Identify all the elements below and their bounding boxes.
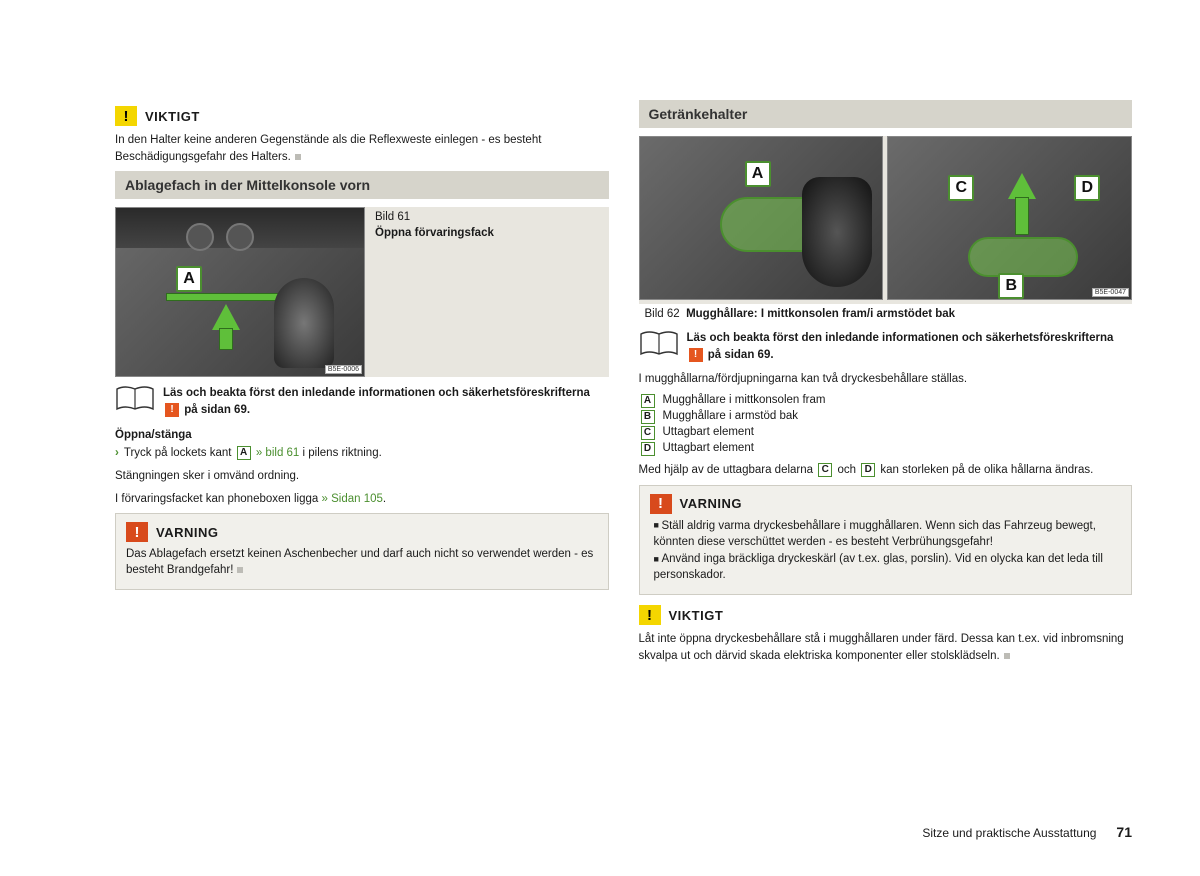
viktigt-title: VIKTIGT <box>145 109 200 124</box>
viktigt-text-right: Låt inte öppna dryckesbehållare stå i mu… <box>639 631 1133 664</box>
viktigt-header-left: ! VIKTIGT <box>115 106 609 126</box>
legend-a-text: Mugghållare i mittkonsolen fram <box>663 394 826 406</box>
caption-text: Öppna förvaringsfack <box>375 227 494 239</box>
warning-red-icon: ! <box>650 494 672 514</box>
end-mark-icon <box>237 567 243 573</box>
adjust-line: Med hjälp av de uttagbara delarna C och … <box>639 462 1133 479</box>
legend-d: DUttagbart element <box>639 442 1133 456</box>
viktigt-body: In den Halter keine anderen Gegenstände … <box>115 134 541 163</box>
step1-pre: Tryck på lockets kant <box>124 447 232 459</box>
step1-post: i pilens riktning. <box>303 447 382 459</box>
footer-chapter: Sitze und praktische Ausstattung <box>922 826 1096 840</box>
bild-61-link[interactable]: » bild 61 <box>256 447 299 459</box>
book-line1: Läs och beakta först den inledande infor… <box>163 387 590 399</box>
exclaim-ref-icon: ! <box>165 403 179 417</box>
sidan-105-link[interactable]: » Sidan 105 <box>322 493 383 505</box>
end-mark-icon <box>1004 653 1010 659</box>
intro-right: I mugghållarna/fördjupningarna kan två d… <box>639 371 1133 388</box>
adjust-mid: och <box>837 464 856 476</box>
legend-list: AMugghållare i mittkonsolen fram BMugghå… <box>639 394 1133 456</box>
arrow-up-icon <box>1008 173 1036 199</box>
warning-yellow-icon: ! <box>639 605 661 625</box>
varning-box-right: ! VARNING Ställ aldrig varma dryckesbehå… <box>639 485 1133 595</box>
ref-box-a: A <box>237 446 251 460</box>
caption-num-62: Bild 62 <box>645 308 680 320</box>
figure-62-photo-right: C D B B5E-0047 <box>887 136 1132 300</box>
ref-box-c-inline: C <box>818 463 832 477</box>
viktigt-header-right: ! VIKTIGT <box>639 605 1133 625</box>
book-line1-right: Läs och beakta först den inledande infor… <box>687 332 1114 344</box>
section-header-right: Getränkehalter <box>639 100 1133 128</box>
book-icon <box>639 330 679 358</box>
image-code-62: B5E-0047 <box>1092 288 1129 297</box>
warning-red-icon: ! <box>126 522 148 542</box>
legend-b-text: Mugghållare i armstöd bak <box>663 410 799 422</box>
figure-62-caption: Bild 62 Mugghållare: I mittkonsolen fram… <box>645 308 1133 320</box>
caption-num: Bild 61 <box>375 211 410 223</box>
legend-a: AMugghållare i mittkonsolen fram <box>639 394 1133 408</box>
varning-bullets: Ställ aldrig varma dryckesbehållare i mu… <box>650 518 1122 583</box>
legend-b: BMugghållare i armstöd bak <box>639 410 1133 424</box>
open-close-title: Öppna/stänga <box>115 427 609 444</box>
adjust-pre: Med hjälp av de uttagbara delarna <box>639 464 814 476</box>
image-code-61: B5E-0006 <box>325 365 362 374</box>
varning-box-left: ! VARNING Das Ablagefach ersetzt keinen … <box>115 513 609 589</box>
figure-61-caption: Bild 61 Öppna förvaringsfack <box>371 207 609 241</box>
exclaim-ref-icon: ! <box>689 348 703 362</box>
left-column: ! VIKTIGT In den Halter keine anderen Ge… <box>115 100 609 670</box>
arrow-up-icon <box>212 304 240 330</box>
chevron-icon: › <box>115 447 119 459</box>
page-footer: Sitze und praktische Ausstattung 71 <box>922 824 1132 840</box>
book-note-left: Läs och beakta först den inledande infor… <box>115 385 609 418</box>
viktigt-body-right: Låt inte öppna dryckesbehållare stå i mu… <box>639 633 1124 662</box>
figure-62-photo-left: A <box>639 136 884 300</box>
book-note-right: Läs och beakta först den inledande infor… <box>639 330 1133 363</box>
arrow-stem <box>1015 197 1029 235</box>
legend-d-text: Uttagbart element <box>663 442 754 454</box>
callout-a: A <box>176 266 202 292</box>
book-note-text: Läs och beakta först den inledande infor… <box>163 385 609 418</box>
callout-d: D <box>1074 175 1100 201</box>
viktigt-title-right: VIKTIGT <box>669 608 724 623</box>
end-mark-icon <box>295 154 301 160</box>
viktigt-text-left: In den Halter keine anderen Gegenstände … <box>115 132 609 165</box>
book-page-ref-right: på sidan 69. <box>708 349 774 361</box>
page-content: ! VIKTIGT In den Halter keine anderen Ge… <box>0 0 1200 710</box>
varning-text-left: Das Ablagefach ersetzt keinen Aschenbech… <box>126 546 598 578</box>
figure-62-row: A C D B B5E-0047 <box>639 136 1133 304</box>
figure-61-photo: A B5E-0006 <box>115 207 365 377</box>
varning-bullet-1: Ställ aldrig varma dryckesbehållare i mu… <box>654 518 1122 550</box>
phonebox-line: I förvaringsfacket kan phoneboxen ligga … <box>115 491 609 508</box>
varning-title-left: VARNING <box>156 525 218 540</box>
callout-c: C <box>948 175 974 201</box>
legend-c-text: Uttagbart element <box>663 426 754 438</box>
ref-box-d-inline: D <box>861 463 875 477</box>
section-header-left: Ablagefach in der Mittelkonsole vorn <box>115 171 609 199</box>
varning-body-left: Das Ablagefach ersetzt keinen Aschenbech… <box>126 548 593 576</box>
arrow-stem <box>219 328 233 350</box>
phonebox-pre: I förvaringsfacket kan phoneboxen ligga <box>115 493 318 505</box>
varning-title-right: VARNING <box>680 496 742 511</box>
varning-bullet-2: Använd inga bräckliga dryckeskärl (av t.… <box>654 551 1122 583</box>
close-line: Stängningen sker i omvänd ordning. <box>115 468 609 485</box>
callout-b: B <box>998 273 1024 299</box>
caption-text-62: Mugghållare: I mittkonsolen fram/i armst… <box>686 308 955 320</box>
step-1: › Tryck på lockets kant A » bild 61 i pi… <box>115 445 609 462</box>
book-icon <box>115 385 155 413</box>
figure-61-row: A B5E-0006 Bild 61 Öppna förvaringsfack <box>115 207 609 377</box>
right-column: Getränkehalter A C D B B5E-0047 Bild 62 … <box>639 100 1133 670</box>
legend-c: CUttagbart element <box>639 426 1133 440</box>
adjust-post: kan storleken på de olika hållarna ändra… <box>880 464 1093 476</box>
warning-yellow-icon: ! <box>115 106 137 126</box>
book-page-ref: på sidan 69. <box>184 404 250 416</box>
book-note-text-right: Läs och beakta först den inledande infor… <box>687 330 1133 363</box>
footer-page-number: 71 <box>1116 824 1132 840</box>
callout-a-right: A <box>745 161 771 187</box>
